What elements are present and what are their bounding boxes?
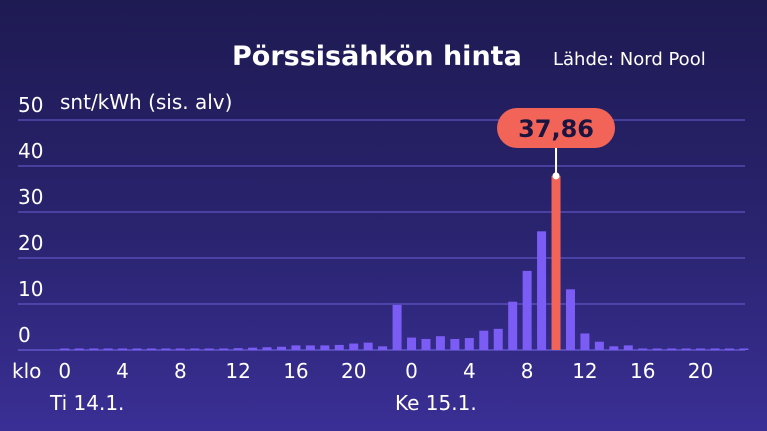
bar — [219, 348, 229, 350]
bar — [291, 345, 301, 350]
bar — [74, 348, 84, 350]
bar — [565, 289, 575, 350]
y-tick-label: 10 — [18, 277, 43, 301]
bar — [248, 347, 258, 350]
bar — [739, 348, 749, 350]
bar — [479, 330, 489, 350]
bar — [146, 348, 156, 350]
bar — [710, 348, 720, 350]
bar — [349, 343, 359, 350]
y-tick-label: 20 — [18, 231, 43, 255]
bar — [609, 346, 619, 350]
bar — [464, 338, 474, 350]
bar — [493, 328, 503, 350]
x-tick-label: 8 — [174, 359, 187, 383]
bar — [652, 348, 662, 350]
bar — [161, 348, 171, 350]
x-tick-label: 20 — [688, 359, 713, 383]
x-tick-label: 0 — [405, 359, 418, 383]
bar — [638, 348, 648, 350]
bar — [435, 336, 445, 350]
chart-title: Pörssisähkön hinta — [232, 41, 522, 72]
bar — [392, 304, 402, 350]
bar — [363, 342, 373, 350]
bar — [320, 345, 330, 350]
peak-callout: 37,86 — [497, 108, 616, 180]
x-tick-label: 12 — [225, 359, 250, 383]
bar — [696, 348, 706, 350]
bar — [334, 344, 344, 350]
bar — [378, 346, 388, 350]
x-tick-label: 0 — [58, 359, 71, 383]
y-tick-labels: 0 10 20 30 40 50 — [18, 93, 43, 347]
bar — [190, 348, 200, 350]
bar — [522, 270, 532, 350]
x-axis-prefix: klo — [12, 359, 41, 383]
x-tick-label: 20 — [341, 359, 366, 383]
bar — [623, 345, 633, 350]
grid-lines — [18, 119, 745, 351]
bar — [667, 348, 677, 350]
callout-box — [497, 108, 616, 148]
bar-highlight — [551, 175, 561, 350]
bar — [175, 348, 185, 350]
bar — [450, 338, 460, 350]
bars — [60, 175, 749, 350]
date-label-day1: Ti 14.1. — [49, 391, 124, 415]
x-tick-label: 8 — [521, 359, 534, 383]
bar — [594, 341, 604, 350]
y-tick-label: 50 — [18, 93, 43, 117]
bar — [276, 346, 286, 350]
y-tick-label: 30 — [18, 185, 43, 209]
x-tick-label: 16 — [630, 359, 655, 383]
bar — [421, 338, 431, 350]
bar — [132, 348, 142, 350]
source-label: Lähde: Nord Pool — [553, 49, 706, 70]
y-tick-label: 0 — [18, 323, 31, 347]
x-tick-label: 4 — [116, 359, 129, 383]
y-tick-label: 40 — [18, 139, 43, 163]
x-tick-label: 4 — [463, 359, 476, 383]
x-tick-label: 12 — [572, 359, 597, 383]
bar — [508, 301, 518, 350]
bar — [305, 345, 315, 350]
bar — [103, 348, 113, 350]
bar — [407, 337, 417, 350]
bar — [89, 348, 99, 350]
x-tick-labels: 0 4 8 12 16 20 0 4 8 12 16 20 — [58, 359, 713, 383]
bar — [204, 348, 214, 350]
bar — [233, 348, 243, 350]
date-label-day2: Ke 15.1. — [395, 391, 477, 415]
bar — [262, 347, 272, 350]
bar — [537, 231, 547, 350]
bar — [724, 348, 734, 350]
y-axis-unit: snt/kWh (sis. alv) — [60, 90, 232, 114]
bar — [580, 333, 590, 350]
bar — [60, 348, 70, 350]
bar — [681, 348, 691, 350]
x-tick-label: 16 — [283, 359, 308, 383]
callout-value: 37,86 — [518, 115, 594, 143]
callout-dot — [552, 172, 560, 180]
bar — [118, 348, 128, 350]
